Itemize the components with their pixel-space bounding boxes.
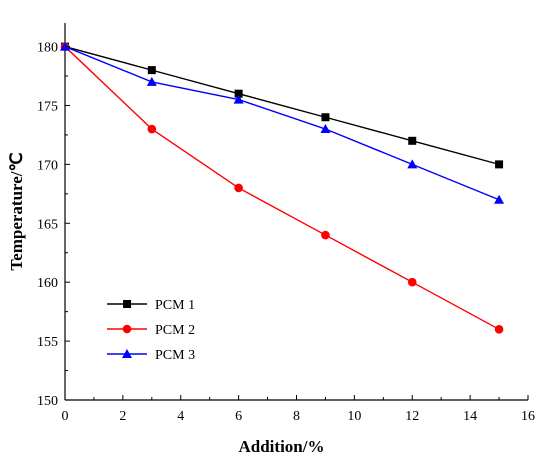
data-point xyxy=(495,160,504,169)
data-point xyxy=(320,124,331,134)
data-point xyxy=(494,194,505,204)
data-point xyxy=(234,183,243,193)
data-point xyxy=(147,124,157,134)
x-tick-label: 4 xyxy=(177,409,184,424)
plot-area xyxy=(64,23,528,401)
y-tick-label: 170 xyxy=(37,158,58,173)
data-point xyxy=(321,113,330,122)
y-tick-label: 165 xyxy=(37,217,58,232)
data-point xyxy=(408,136,417,145)
data-point xyxy=(147,66,156,75)
x-tick-label: 8 xyxy=(293,409,300,424)
x-tick-label: 12 xyxy=(405,409,419,424)
y-axis-title: Temperature/℃ xyxy=(7,152,26,270)
legend-label: PCM 3 xyxy=(155,348,195,363)
legend-item: PCM 1 xyxy=(107,298,195,313)
legend: PCM 1 PCM 2 PCM 3 xyxy=(107,298,195,363)
legend-label: PCM 2 xyxy=(155,323,195,338)
data-point xyxy=(234,89,243,98)
legend-item: PCM 2 xyxy=(107,323,195,338)
legend-marker xyxy=(122,324,132,334)
series-line xyxy=(64,45,500,201)
series-3 xyxy=(60,41,505,204)
legend-item: PCM 3 xyxy=(107,348,195,363)
x-tick-label: 16 xyxy=(521,409,535,424)
legend-marker xyxy=(123,300,131,308)
x-tick-label: 2 xyxy=(119,409,126,424)
x-tick-label: 14 xyxy=(463,409,477,424)
y-tick-label: 175 xyxy=(37,99,58,114)
x-axis-title: Addition/% xyxy=(239,437,325,456)
data-point xyxy=(146,76,157,86)
x-tick-label: 0 xyxy=(62,409,69,424)
legend-label: PCM 1 xyxy=(155,298,195,313)
x-tick-label: 10 xyxy=(347,409,361,424)
data-point xyxy=(494,325,504,334)
x-axis-ticks: 0 2 4 6 8 10 12 14 16 xyxy=(62,395,535,424)
data-point xyxy=(233,94,244,104)
x-tick-label: 6 xyxy=(235,409,242,424)
series-line xyxy=(64,45,500,166)
y-tick-label: 180 xyxy=(37,41,58,56)
series-layer xyxy=(60,41,505,334)
y-tick-label: 160 xyxy=(37,276,58,291)
data-point xyxy=(407,159,418,169)
y-tick-label: 155 xyxy=(37,335,58,350)
y-tick-label: 150 xyxy=(37,394,58,409)
y-axis-ticks: 150 155 160 165 170 175 180 xyxy=(37,41,70,409)
series-line xyxy=(64,46,500,330)
data-point xyxy=(321,230,330,240)
legend-marker xyxy=(122,349,132,358)
series-2 xyxy=(60,42,504,334)
data-point xyxy=(407,277,417,287)
